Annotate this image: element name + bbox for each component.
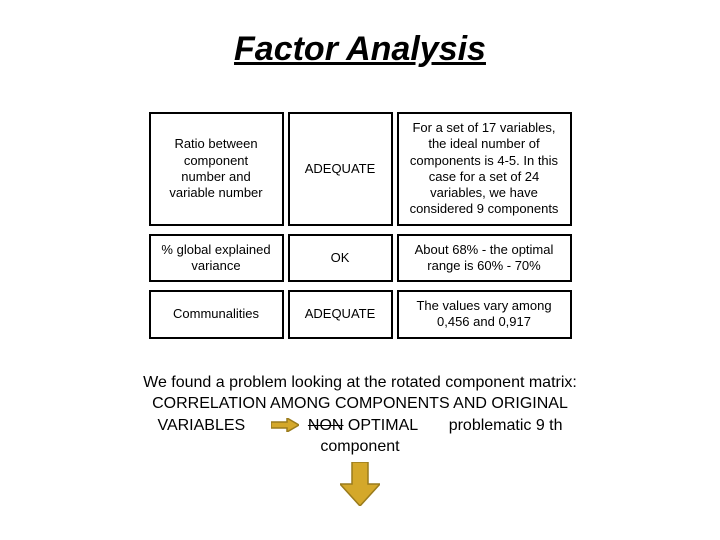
cell-detail: The values vary among 0,456 and 0,917 <box>397 290 572 339</box>
conclusion-text: We found a problem looking at the rotate… <box>40 372 680 506</box>
table-row: % global explained variance OK About 68%… <box>149 234 572 283</box>
conclusion-line4: component <box>320 438 399 455</box>
arrow-right-icon <box>271 418 299 432</box>
conclusion-problematic: problematic 9 th <box>449 417 563 434</box>
conclusion-line3a: VARIABLES <box>157 417 245 434</box>
table-row: Ratio between component number and varia… <box>149 112 572 226</box>
cell-rating: ADEQUATE <box>288 290 393 339</box>
conclusion-optimal: OPTIMAL <box>343 417 417 434</box>
cell-criterion: % global explained variance <box>149 234 284 283</box>
arrow-down-icon <box>340 462 380 506</box>
cell-rating: OK <box>288 234 393 283</box>
conclusion-line2: CORRELATION AMONG COMPONENTS AND ORIGINA… <box>152 395 568 412</box>
criteria-table: Ratio between component number and varia… <box>145 104 576 347</box>
cell-detail: For a set of 17 variables, the ideal num… <box>397 112 572 226</box>
cell-criterion: Ratio between component number and varia… <box>149 112 284 226</box>
conclusion-non: NON <box>308 417 344 434</box>
cell-rating: ADEQUATE <box>288 112 393 226</box>
conclusion-line1: We found a problem looking at the rotate… <box>143 374 577 391</box>
table-row: Communalities ADEQUATE The values vary a… <box>149 290 572 339</box>
page-title: Factor Analysis <box>40 30 680 69</box>
cell-criterion: Communalities <box>149 290 284 339</box>
cell-detail: About 68% - the optimal range is 60% - 7… <box>397 234 572 283</box>
